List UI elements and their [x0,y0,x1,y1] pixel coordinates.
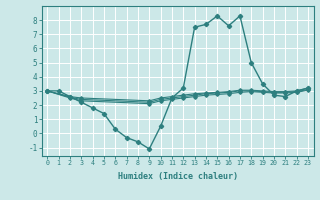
X-axis label: Humidex (Indice chaleur): Humidex (Indice chaleur) [118,172,237,181]
